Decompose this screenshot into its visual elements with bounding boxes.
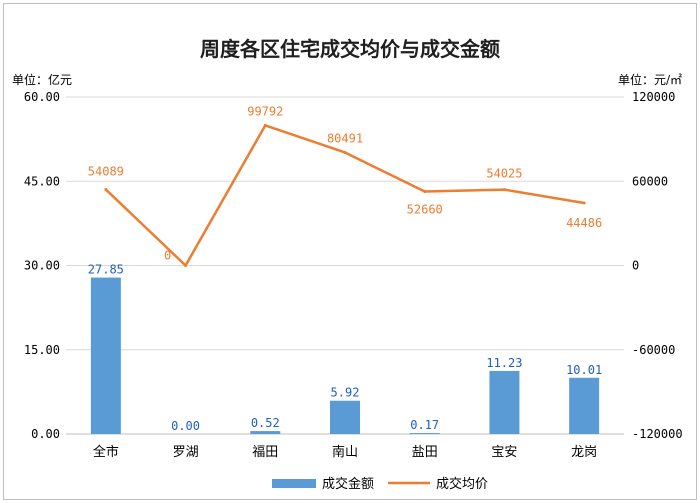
- line-data-label: 0: [164, 249, 171, 263]
- line-series: [104, 123, 586, 267]
- x-category-label: 南山: [332, 444, 358, 460]
- bar-data-label: 5.92: [331, 386, 360, 400]
- line-point: [184, 264, 188, 267]
- bar-data-label: 0.52: [251, 416, 280, 430]
- x-category-label: 全市: [93, 444, 119, 460]
- line-path: [104, 124, 585, 267]
- x-category-label: 福田: [252, 445, 278, 460]
- grid-layer: [66, 96, 624, 435]
- bar: [250, 431, 281, 434]
- line-data-label: 52660: [407, 203, 443, 217]
- x-category-label: 宝安: [491, 445, 517, 460]
- line-data-label: 44486: [566, 216, 602, 230]
- y-right-tick-label: -120000: [632, 427, 683, 441]
- bar-data-label: 11.23: [486, 356, 522, 370]
- y-left-unit-label: 单位：亿元: [12, 72, 72, 87]
- bar: [90, 277, 121, 434]
- bar: [330, 400, 360, 434]
- y-left-tick-label: 15.00: [24, 343, 60, 357]
- y-left-tick-label: 45.00: [24, 174, 60, 188]
- y-right-tick-label: -60000: [632, 343, 675, 357]
- x-category-label: 盐田: [412, 445, 438, 460]
- bar-data-label: 27.85: [88, 263, 124, 277]
- line-point: [423, 190, 427, 194]
- chart-svg: 周度各区住宅成交均价与成交金额 单位：亿元 单位：元/㎡ 0.00 15.00 30…: [12, 37, 683, 492]
- axis-ticks: 0.00 15.00 30.00 45.00 60.00 -120000 -60000 0 60…: [24, 90, 683, 460]
- x-category-label: 龙岗: [571, 445, 597, 460]
- bar-series: [90, 277, 600, 434]
- line-point: [104, 188, 108, 192]
- line-point: [582, 201, 586, 205]
- chart-frame: 周度各区住宅成交均价与成交金额 单位：亿元 单位：元/㎡ 0.00 15.00 30…: [3, 3, 697, 500]
- y-left-tick-label: 0.00: [31, 427, 60, 441]
- bar: [569, 377, 600, 434]
- x-category-label: 罗湖: [173, 445, 199, 460]
- legend-line-label: 成交均价: [436, 476, 488, 492]
- y-left-tick-label: 60.00: [24, 90, 60, 104]
- line-data-label: 54089: [88, 165, 124, 179]
- data-labels: 27.85 0.00 0.52 5.92 0.17 11.23 10.01 54089 0 997…: [88, 104, 602, 433]
- y-right-tick-label: 0: [632, 259, 639, 273]
- bar-data-label: 0.17: [410, 418, 439, 432]
- y-left-tick-label: 30.00: [24, 259, 60, 273]
- y-right-tick-label: 120000: [632, 90, 675, 104]
- bar-data-label: 0.00: [171, 419, 200, 433]
- line-data-label: 80491: [327, 131, 363, 145]
- bar: [409, 433, 440, 434]
- line-point: [502, 188, 506, 192]
- y-right-unit-label: 单位：元/㎡: [618, 72, 682, 87]
- legend: 成交金额 成交均价: [272, 476, 488, 492]
- legend-bar-label: 成交金额: [322, 476, 374, 492]
- line-data-label: 54025: [486, 167, 522, 181]
- line-point: [263, 123, 267, 127]
- legend-bar-swatch: [272, 479, 316, 488]
- line-data-label: 99792: [247, 104, 283, 118]
- bar-data-label: 10.01: [566, 363, 602, 377]
- chart-title: 周度各区住宅成交均价与成交金额: [200, 37, 500, 61]
- y-right-tick-label: 60000: [632, 174, 668, 188]
- bar: [489, 370, 520, 434]
- line-point: [343, 150, 347, 154]
